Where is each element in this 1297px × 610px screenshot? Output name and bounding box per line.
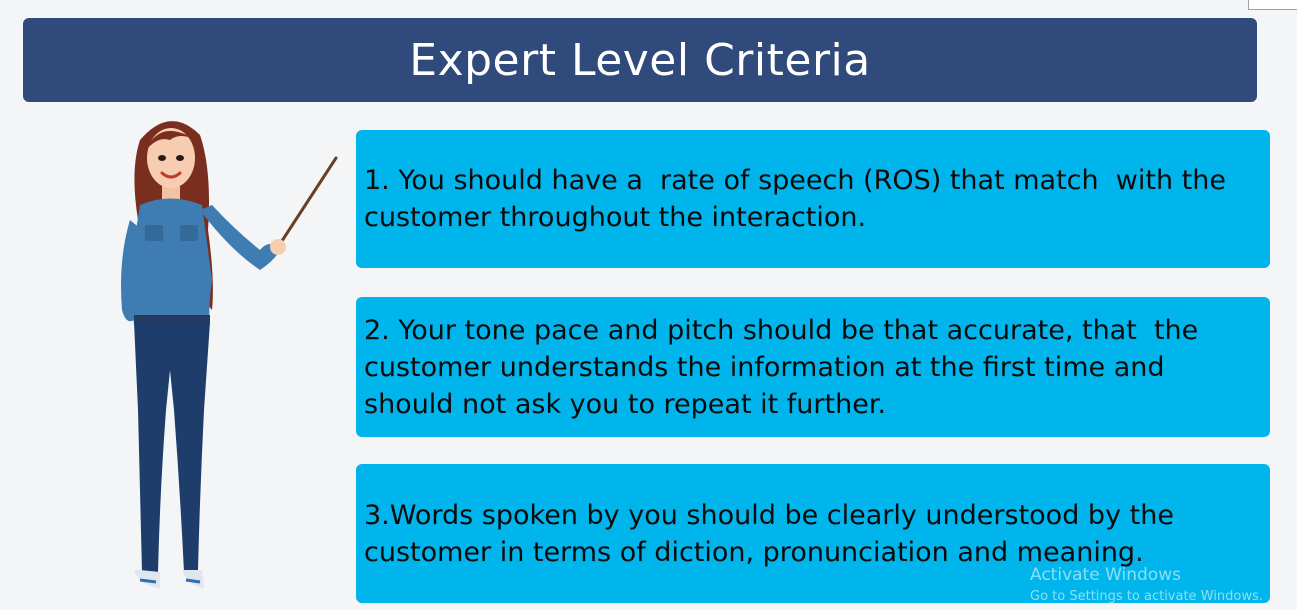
criterion-box-2: 2. Your tone pace and pitch should be th… [356,297,1270,437]
window-corner-control[interactable] [1248,0,1297,10]
activate-windows-title: Activate Windows [1030,565,1181,585]
criterion-box-3: 3.Words spoken by you should be clearly … [356,464,1270,603]
criterion-box-1: 1. You should have a rate of speech (ROS… [356,130,1270,268]
criterion-text-1: 1. You should have a rate of speech (ROS… [364,165,1235,233]
activate-windows-subtitle: Go to Settings to activate Windows. [1030,589,1263,604]
slide-title: Expert Level Criteria [409,34,871,86]
title-banner: Expert Level Criteria [23,18,1257,102]
teacher-illustration-icon [121,121,338,588]
criterion-text-2: 2. Your tone pace and pitch should be th… [364,314,1207,420]
criterion-text-3: 3.Words spoken by you should be clearly … [364,499,1183,568]
